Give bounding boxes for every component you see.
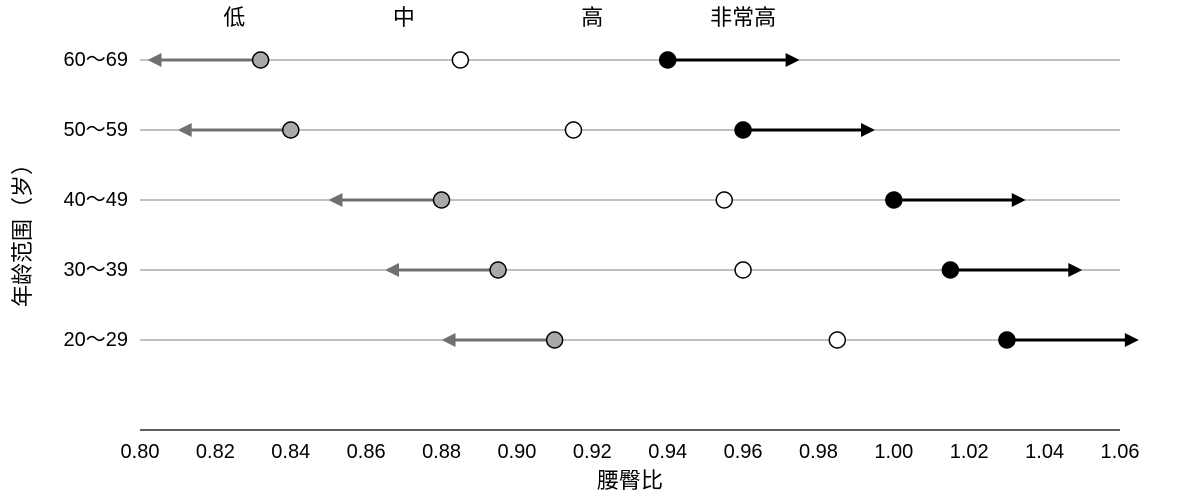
marker-black: [735, 122, 751, 138]
marker-white: [735, 262, 751, 278]
x-tick-label: 0.80: [121, 441, 160, 463]
x-axis-title: 腰臀比: [597, 468, 663, 493]
x-tick-label: 0.82: [196, 441, 235, 463]
x-tick-label: 1.02: [950, 441, 989, 463]
arrow-right-head-icon: [1125, 333, 1139, 347]
x-tick-label: 0.84: [271, 441, 310, 463]
y-tick-label: 30～39: [64, 259, 129, 281]
category-label-high: 高: [581, 5, 603, 30]
marker-gray: [253, 52, 269, 68]
marker-gray: [490, 262, 506, 278]
arrow-left-head-icon: [385, 263, 399, 277]
x-tick-label: 0.92: [573, 441, 612, 463]
arrow-left-head-icon: [442, 333, 456, 347]
y-tick-label: 50～59: [64, 119, 129, 141]
x-tick-label: 1.00: [874, 441, 913, 463]
marker-white: [716, 192, 732, 208]
category-label-vhigh: 非常高: [710, 5, 776, 30]
marker-gray: [434, 192, 450, 208]
x-tick-label: 0.86: [347, 441, 386, 463]
marker-black: [660, 52, 676, 68]
y-tick-label: 40～49: [64, 189, 129, 211]
arrow-right-head-icon: [1068, 263, 1082, 277]
x-tick-label: 0.90: [497, 441, 536, 463]
y-axis-title: 年龄范围（岁）: [10, 153, 35, 307]
arrow-left-head-icon: [328, 193, 342, 207]
marker-white: [565, 122, 581, 138]
arrow-left-head-icon: [178, 123, 192, 137]
arrow-right-head-icon: [1012, 193, 1026, 207]
category-label-low: 低: [223, 5, 245, 30]
category-label-mid: 中: [393, 5, 415, 30]
x-tick-label: 0.88: [422, 441, 461, 463]
arrow-left-head-icon: [148, 53, 162, 67]
whr-age-chart: 低 中 高 非常高 60～69 50～59 40～49 30～39 20～29 0.80 0.82 0…: [0, 0, 1180, 500]
x-tick-label: 0.96: [724, 441, 763, 463]
x-tick-label: 0.94: [648, 441, 687, 463]
arrow-right-head-icon: [786, 53, 800, 67]
marker-black: [886, 192, 902, 208]
marker-black: [999, 332, 1015, 348]
x-tick-label: 1.06: [1101, 441, 1140, 463]
marker-white: [452, 52, 468, 68]
y-tick-label: 60～69: [64, 49, 129, 71]
arrow-right-head-icon: [861, 123, 875, 137]
marker-white: [829, 332, 845, 348]
x-tick-label: 1.04: [1025, 441, 1064, 463]
y-tick-label: 20～29: [64, 329, 129, 351]
marker-gray: [547, 332, 563, 348]
x-tick-label: 0.98: [799, 441, 838, 463]
marker-black: [942, 262, 958, 278]
marker-gray: [283, 122, 299, 138]
